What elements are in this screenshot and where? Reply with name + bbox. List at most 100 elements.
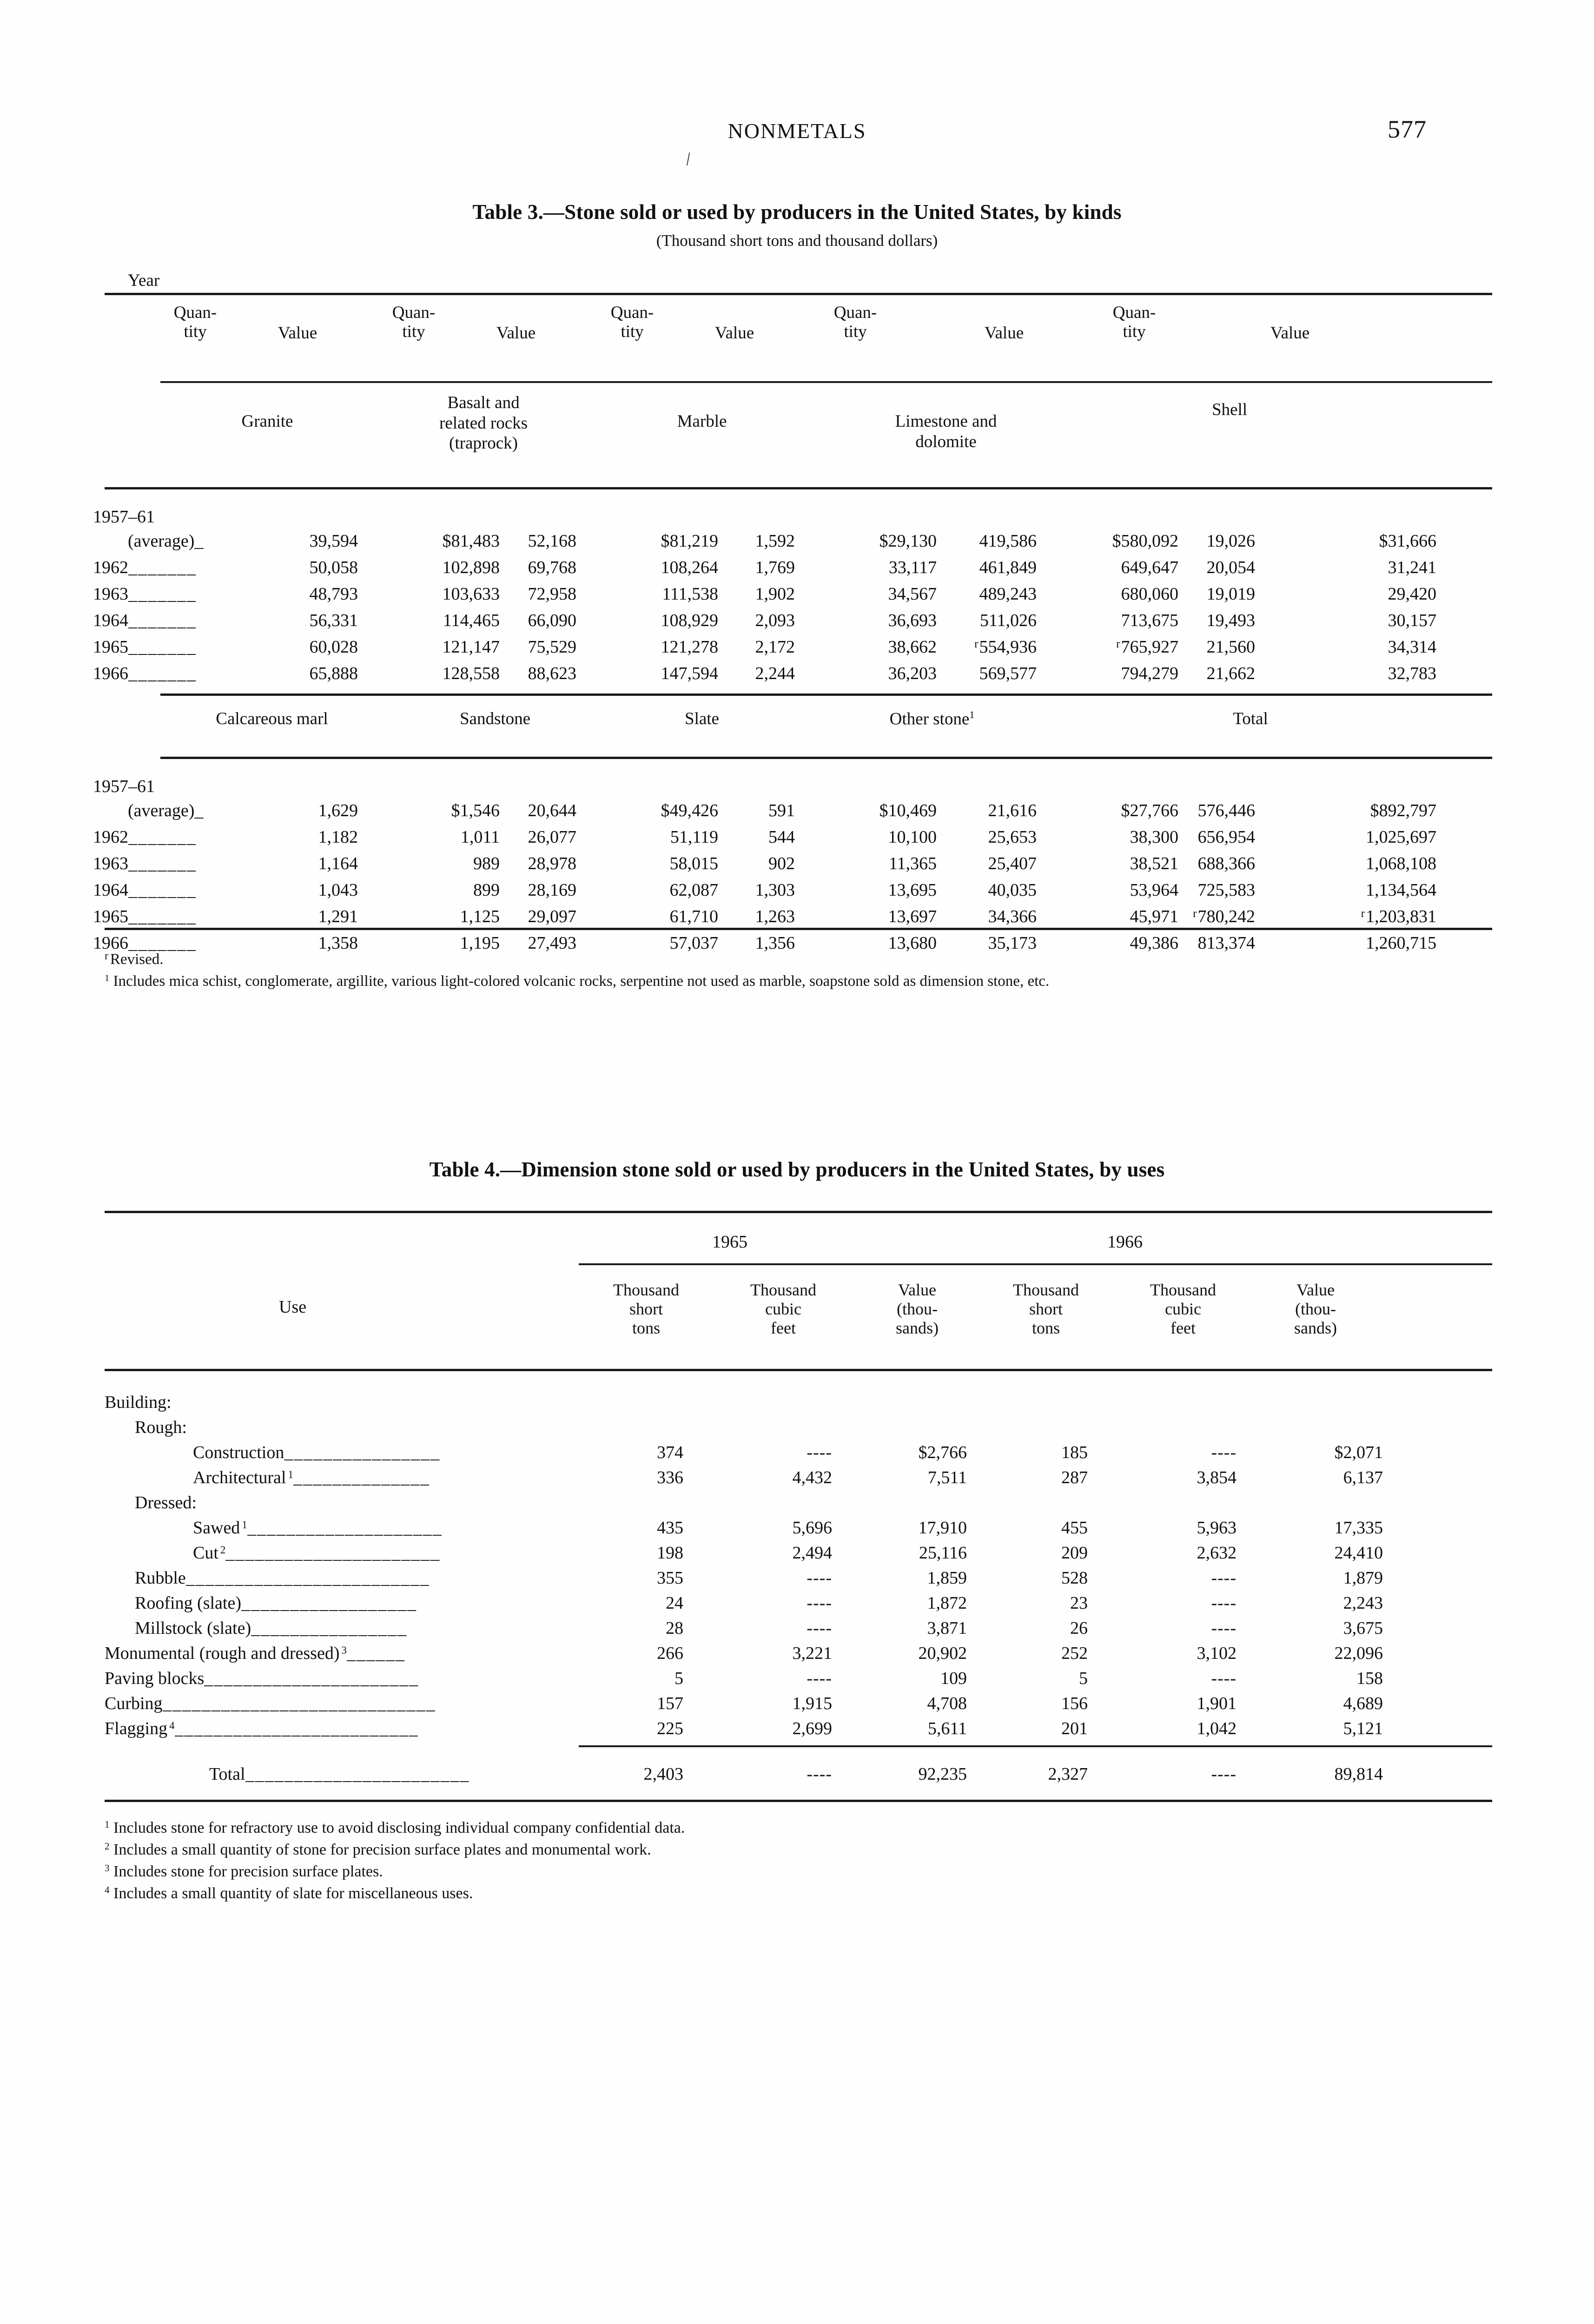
table-cell: 1,629 [318, 801, 358, 820]
row-year-label: 1963_______ [93, 584, 316, 604]
table-cell: 66,090 [528, 611, 577, 630]
table-row: 1957–61 [0, 507, 1594, 533]
revised-marker: r [1116, 637, 1120, 650]
table-cell: 88,623 [528, 664, 577, 683]
table-cell: 225 [657, 1719, 683, 1738]
table-row: Flagging 4_________________________ 225 2,6… [0, 1718, 1594, 1743]
table-cell: ---- [807, 1669, 832, 1688]
table-cell: 19,493 [1206, 611, 1256, 630]
t4-hdr-year-1965: 1965 [712, 1232, 747, 1252]
use-label: Roofing (slate)__________________ [135, 1593, 579, 1613]
table-cell: 1,769 [755, 558, 795, 577]
footnote-marker: 3 [105, 1862, 110, 1874]
row-year-text: 1962 [93, 827, 128, 847]
table-3-header-rule [160, 381, 1492, 383]
table-cell: 2,632 [1197, 1543, 1237, 1563]
t3-group-slate: Slate [685, 709, 719, 728]
footnote-text: Includes stone for refractory use to avo… [109, 1819, 685, 1836]
row-year-subline: (average) [128, 531, 195, 551]
table-cell: 185 [1061, 1443, 1088, 1462]
leader-dots: _ [194, 531, 205, 551]
footnote-reference: 4 [169, 1719, 175, 1731]
leader-dots: _______ [128, 558, 197, 577]
table-row: 1963_______ 1,164 989 28,978 58,015 902 11,365… [0, 853, 1594, 880]
table-cell: $892,797 [1370, 801, 1437, 820]
row-year-text: 1965 [93, 637, 128, 657]
table-cell: r554,936 [974, 637, 1037, 657]
table-cell: 1,901 [1197, 1694, 1237, 1713]
table-cell: 25,653 [988, 827, 1037, 847]
use-label-text: Sawed [193, 1518, 240, 1538]
t4-hdr-year-1966: 1966 [1107, 1232, 1143, 1252]
table-cell: 92,235 [918, 1764, 967, 1784]
use-label-text: Construction [193, 1443, 284, 1462]
table-cell: ---- [807, 1568, 832, 1588]
t3-group-total: Total [1233, 709, 1268, 728]
table-cell: 5,611 [927, 1719, 967, 1738]
leader-dots: ______________________ [204, 1669, 419, 1688]
leader-dots: _______ [128, 907, 197, 926]
table-cell: 36,203 [888, 664, 937, 683]
table-cell: 111,538 [662, 584, 718, 604]
row-year-subline: (average) [128, 801, 195, 820]
table-cell: 35,173 [988, 933, 1037, 953]
table-row: Architectural 1______________ 336 4,432 7,51… [0, 1467, 1594, 1492]
table-cell: 30,157 [1388, 611, 1437, 630]
table-cell: 713,675 [1121, 611, 1179, 630]
t3-hdr-value-3: Value [714, 324, 754, 343]
table-cell: 65,888 [309, 664, 358, 683]
section-label-row: Building: [0, 1392, 1594, 1417]
revised-marker: r [974, 637, 979, 650]
table-cell: 13,697 [888, 907, 937, 926]
use-label-text: Roofing (slate) [135, 1593, 242, 1613]
table-cell: 252 [1061, 1644, 1088, 1663]
table-cell: $81,483 [442, 531, 500, 551]
row-year-label: 1965_______ [93, 906, 316, 927]
leader-dots: _______ [128, 584, 197, 604]
table-cell: 544 [768, 827, 795, 847]
table-cell: ---- [1211, 1568, 1237, 1588]
table-cell: 649,647 [1121, 558, 1179, 577]
table-4-footnotes: 1 Includes stone for refractory use to a… [105, 1817, 1481, 1905]
row-year-label: (average)_ [128, 531, 351, 551]
table-cell: 48,793 [309, 584, 358, 604]
table-cell: 1,164 [318, 854, 358, 873]
leader-dots: _ [194, 801, 205, 820]
table-cell: 435 [657, 1518, 683, 1538]
use-label: Building: [105, 1392, 579, 1413]
table-cell: 109 [940, 1669, 967, 1688]
table-cell: ---- [807, 1593, 832, 1613]
table-cell: 2,403 [643, 1764, 684, 1784]
table-cell: $27,766 [1121, 801, 1179, 820]
table-cell: 38,521 [1130, 854, 1179, 873]
table-cell: 69,768 [528, 558, 577, 577]
table-cell: ---- [807, 1764, 832, 1784]
table-cell: ---- [1211, 1593, 1237, 1613]
t3-hdr-value-4: Value [984, 324, 1024, 343]
table-cell: 3,854 [1197, 1468, 1237, 1487]
table-cell: 121,147 [442, 637, 500, 657]
table-cell: $81,219 [661, 531, 719, 551]
table-cell: 656,954 [1197, 827, 1256, 847]
table-cell: 13,680 [888, 933, 937, 953]
t3-hdr-value-2: Value [496, 324, 536, 343]
table-cell: 902 [768, 854, 795, 873]
table-row: Construction________________ 374 ---- $2,76… [0, 1442, 1594, 1467]
table-cell: 19,026 [1206, 531, 1256, 551]
leader-dots: _________________________ [185, 1568, 430, 1588]
table-cell: 60,028 [309, 637, 358, 657]
table-cell: r1,203,831 [1361, 907, 1436, 926]
t3-hdr-quantity-3: Quan-tity [610, 303, 654, 342]
table-cell: 2,327 [1048, 1764, 1088, 1784]
use-label: Cut 2______________________ [193, 1543, 579, 1563]
table-cell: ---- [1211, 1764, 1237, 1784]
table-cell: 7,511 [927, 1468, 967, 1487]
table-cell: 1,043 [318, 880, 358, 900]
table-cell: 147,594 [661, 664, 719, 683]
table-cell: 3,221 [792, 1644, 833, 1663]
table-cell: 1,859 [927, 1568, 967, 1588]
table-cell: 2,243 [1343, 1593, 1383, 1613]
use-label: Rubble_________________________ [135, 1568, 579, 1588]
section-label-row: Dressed: [0, 1492, 1594, 1518]
